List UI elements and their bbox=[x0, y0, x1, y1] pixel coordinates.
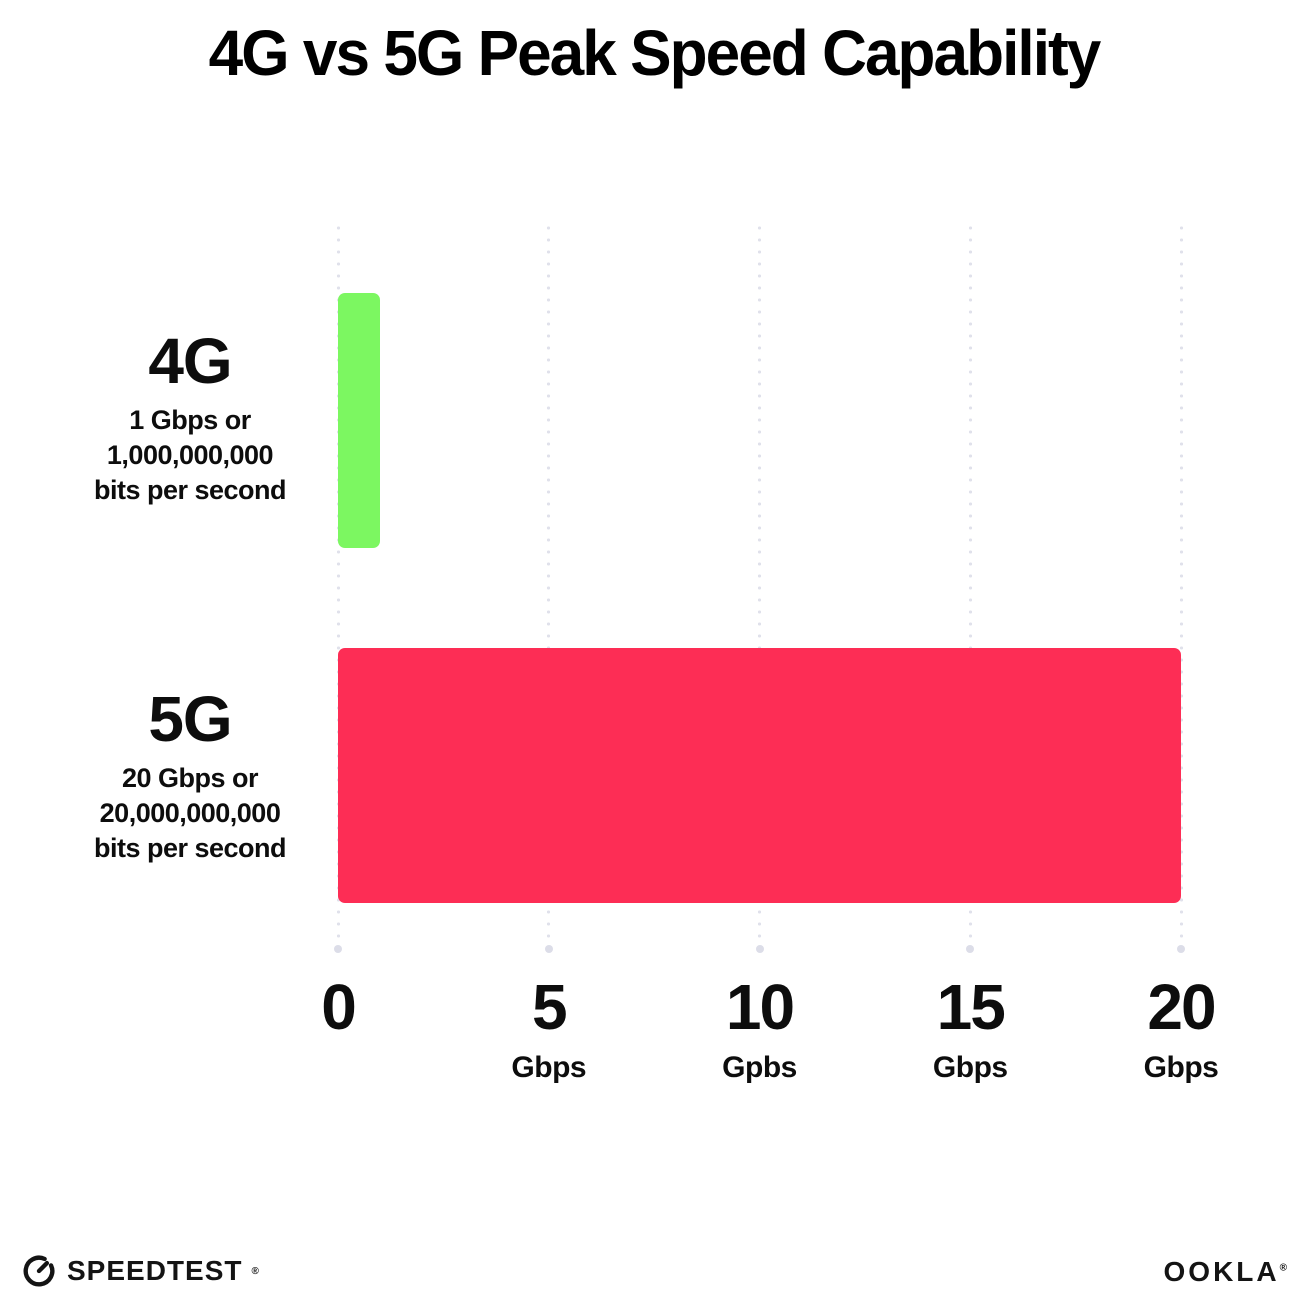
bar-5g bbox=[338, 648, 1181, 903]
gridline-end-dot-20 bbox=[1177, 945, 1185, 953]
row-label-5g: 5G 20 Gbps or 20,000,000,000 bits per secon… bbox=[50, 683, 330, 866]
row-label-line: 20 Gbps or bbox=[121, 763, 259, 794]
gridline-15 bbox=[968, 222, 972, 939]
bar-4g bbox=[338, 293, 381, 548]
row-label-line: bits per second bbox=[93, 833, 287, 864]
gridline-0 bbox=[336, 222, 340, 939]
x-tick-0: 0 bbox=[321, 971, 357, 1051]
x-tick-unit: Gbps bbox=[1143, 1051, 1219, 1084]
speedtest-trademark: ® bbox=[251, 1265, 259, 1277]
row-label-4g: 4G 1 Gbps or 1,000,000,000 bits per second bbox=[50, 325, 330, 508]
chart-title: 4G vs 5G Peak Speed Capability bbox=[208, 17, 1102, 89]
x-tick-number: 10 bbox=[725, 971, 795, 1043]
row-label-line: bits per second bbox=[93, 475, 287, 506]
gridline-5 bbox=[547, 222, 551, 939]
speedtest-wordmark: SPEEDTEST bbox=[67, 1255, 243, 1286]
row-label-heading: 5G bbox=[148, 683, 232, 755]
x-tick-unit: Gpbs bbox=[722, 1051, 797, 1084]
x-tick-number: 5 bbox=[531, 971, 568, 1043]
x-tick-number: 15 bbox=[936, 971, 1006, 1043]
ookla-trademark: ® bbox=[1279, 1262, 1290, 1274]
x-tick-20: 20 Gbps bbox=[1144, 975, 1219, 1085]
ookla-logo: OOKLA® bbox=[1164, 1256, 1290, 1288]
ookla-wordmark: OOKLA bbox=[1163, 1256, 1280, 1287]
x-tick-10: 10 Gpbs bbox=[722, 975, 797, 1085]
speedometer-gauge-icon bbox=[23, 1255, 55, 1287]
row-label-sublines: 1 Gbps or 1,000,000,000 bits per second bbox=[50, 403, 330, 508]
gridline-end-dot-15 bbox=[966, 945, 975, 953]
gridline-end-dot-10 bbox=[755, 945, 764, 953]
gridline-10 bbox=[758, 222, 761, 939]
speedtest-logo: SPEEDTEST ® bbox=[20, 1252, 259, 1290]
row-label-heading: 4G bbox=[148, 325, 232, 397]
row-label-sublines: 20 Gbps or 20,000,000,000 bits per second bbox=[50, 761, 330, 866]
x-tick-unit: Gbps bbox=[932, 1051, 1008, 1084]
gridline-20 bbox=[1179, 222, 1183, 939]
gridline-end-dot-5 bbox=[544, 945, 553, 953]
x-axis: 0 5 Gbps 10 Gpbs 15 Gbps 20 Gbps bbox=[321, 975, 1219, 1095]
plot-area bbox=[334, 222, 1185, 955]
x-tick-number: 0 bbox=[321, 971, 357, 1043]
row-label-line: 1 Gbps or bbox=[129, 405, 251, 436]
row-label-line: 20,000,000,000 bbox=[99, 798, 281, 829]
x-tick-unit: Gbps bbox=[511, 1051, 587, 1084]
x-tick-15: 15 Gbps bbox=[933, 975, 1008, 1085]
row-label-line: 1,000,000,000 bbox=[106, 440, 274, 471]
gridline-end-dot-0 bbox=[334, 945, 342, 953]
x-tick-number: 20 bbox=[1147, 971, 1216, 1043]
x-tick-5: 5 Gbps bbox=[511, 975, 586, 1085]
